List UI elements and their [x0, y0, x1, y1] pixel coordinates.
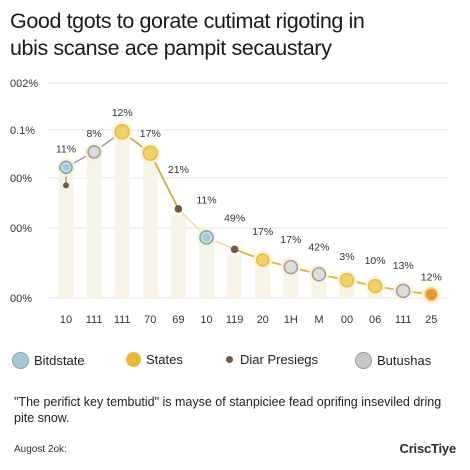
legend-label: Butushas — [377, 353, 432, 368]
legend-swatch-icon — [355, 352, 372, 369]
data-label: 49% — [224, 212, 245, 224]
legend: Bitdstate States Diar Presiegs Butushas — [12, 352, 462, 374]
data-point — [63, 182, 69, 189]
y-tick-label: 00% — [10, 223, 32, 235]
chart-title-line-1: Good tgots to gorate cutimat rigoting in — [10, 9, 365, 33]
date-label: Augost 2ok: — [14, 444, 67, 455]
x-tick-label: 119 — [226, 314, 244, 326]
data-label: 42% — [308, 241, 329, 253]
data-point — [423, 287, 439, 302]
legend-item-diar-presiegs: Diar Presiegs — [226, 352, 318, 367]
x-tick-label: 20 — [257, 314, 269, 326]
column-bar — [255, 266, 271, 298]
data-point — [283, 259, 299, 275]
legend-label: Diar Presiegs — [240, 352, 319, 367]
data-label: 8% — [87, 128, 102, 140]
x-axis-tick-labels: 10 111 111 70 69 10 119 20 1H M 00 06 111 25 — [60, 314, 438, 326]
data-label: 11% — [196, 194, 216, 206]
x-tick-label: 25 — [425, 314, 437, 326]
data-point — [311, 266, 327, 282]
x-tick-label: 00 — [341, 314, 353, 326]
column-bar — [142, 159, 158, 298]
data-label: 13% — [393, 260, 414, 272]
data-point — [230, 245, 239, 254]
data-label: 3% — [339, 251, 354, 263]
x-tick-label: 10 — [60, 314, 72, 326]
y-tick-label: 00% — [10, 173, 32, 185]
column-bar — [311, 280, 327, 298]
data-label: 17% — [252, 226, 273, 238]
brand-logo: CriscTiye — [399, 441, 457, 456]
data-label: 12% — [421, 271, 442, 283]
x-tick-label: 70 — [144, 314, 156, 326]
legend-swatch-icon — [12, 352, 29, 369]
y-axis-tick-labels: 002% 0.1% 00% 00% 00% — [10, 78, 38, 305]
data-label: 12% — [112, 107, 133, 119]
column-bar — [227, 255, 243, 298]
data-label: 17% — [140, 128, 161, 140]
column-bar — [114, 137, 130, 298]
column-bar — [339, 286, 355, 298]
x-tick-label: 111 — [114, 314, 131, 326]
data-point — [395, 283, 411, 299]
data-point — [114, 123, 130, 140]
y-tick-label: 00% — [10, 293, 32, 305]
column-bar — [283, 273, 299, 298]
chart-title-line-2: ubis scanse ace pampit secaustary — [10, 36, 332, 60]
y-tick-label: 002% — [10, 78, 38, 90]
x-tick-label: 06 — [369, 314, 381, 326]
legend-label: States — [146, 352, 183, 367]
column-bar — [58, 173, 74, 298]
legend-item-states: States — [126, 352, 183, 367]
x-tick-label: 69 — [172, 314, 184, 326]
data-point-core — [202, 233, 211, 242]
data-point — [367, 278, 383, 294]
x-tick-label: 111 — [86, 314, 103, 326]
data-label: 10% — [365, 255, 386, 267]
data-point — [339, 272, 355, 288]
x-tick-label: 1H — [284, 314, 298, 326]
legend-label: Bitdstate — [34, 353, 85, 368]
data-point — [142, 145, 159, 161]
footnote: "The perifict key tembutid" is mayse of … — [14, 395, 442, 425]
legend-item-butushas: Butushas — [355, 352, 431, 369]
column-bar — [170, 214, 186, 298]
data-point — [255, 253, 270, 267]
legend-swatch-icon — [226, 356, 233, 363]
x-tick-label: 10 — [200, 314, 212, 326]
data-point-core — [62, 163, 70, 171]
data-point — [174, 205, 183, 213]
background-columns — [58, 137, 411, 298]
legend-item-bitdstate: Bitdstate — [12, 352, 85, 369]
data-label: 11% — [56, 143, 76, 155]
gridlines — [48, 82, 448, 299]
y-tick-label: 0.1% — [10, 125, 35, 137]
data-label: 17% — [280, 234, 301, 246]
series-points — [56, 121, 442, 305]
chart-title: Good tgots to gorate cutimat rigoting in… — [10, 8, 465, 62]
legend-swatch-icon — [126, 352, 141, 367]
data-point — [87, 145, 101, 159]
line-chart: 002% 0.1% 00% 00% 00% 11% 8% 12% 17% 21% 11% 49% 17… — [10, 78, 448, 326]
column-bar — [199, 243, 214, 298]
x-tick-label: M — [314, 314, 323, 326]
data-labels: 11% 8% 12% 17% 21% 11% 49% 17% 17% 42% 3% 10% 13% 12% — [56, 107, 442, 284]
x-tick-label: 111 — [395, 314, 412, 326]
column-bar — [86, 157, 102, 298]
data-label: 21% — [168, 164, 189, 176]
